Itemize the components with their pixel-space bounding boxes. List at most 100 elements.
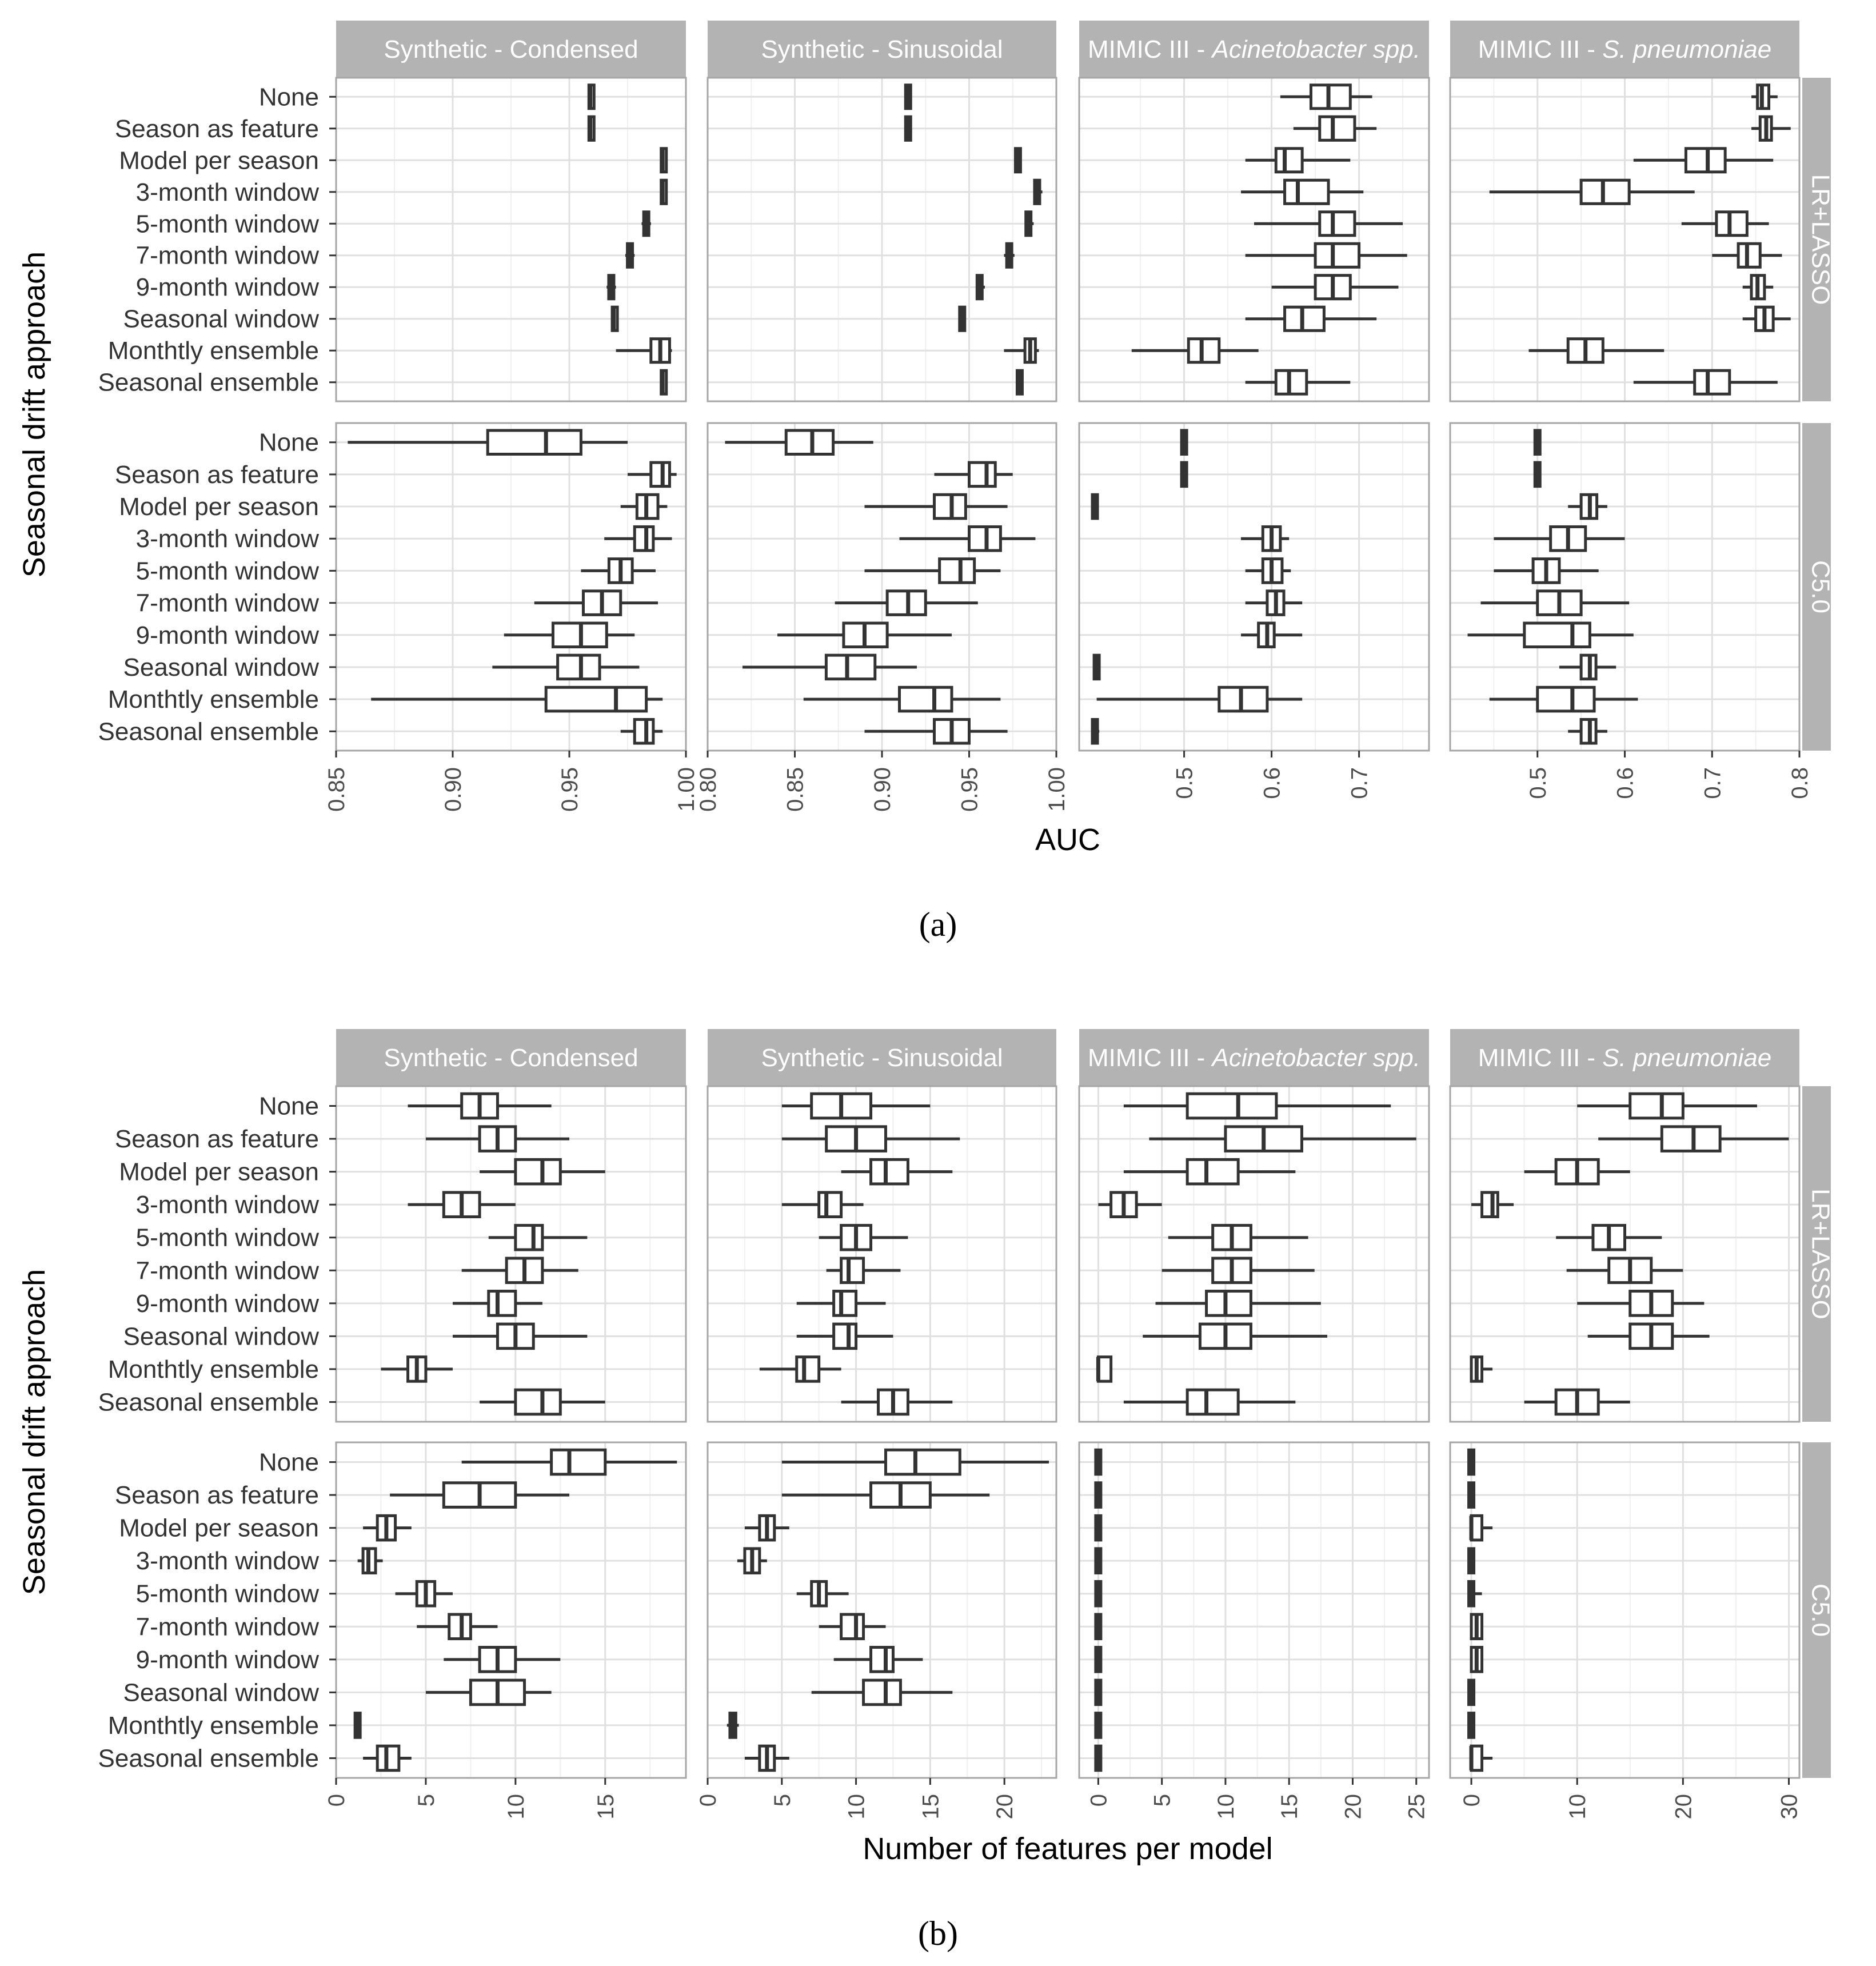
box-model-per-season (1094, 1514, 1103, 1542)
box-season-as-feature (390, 1481, 569, 1509)
box-body (869, 1646, 895, 1673)
facet-label-plain: MIMIC III - (1478, 35, 1603, 63)
x-tick-label: 1.00 (674, 767, 699, 812)
category-label: 5-month window (136, 1224, 320, 1252)
category-label: 9-month window (136, 621, 320, 649)
box-season-as-feature (628, 461, 677, 488)
box-7-month-window (1480, 589, 1630, 616)
x-tick-label: 25 (1404, 1794, 1430, 1820)
x-tick-label: 15 (1277, 1794, 1302, 1820)
x-tick-label: 10 (504, 1794, 529, 1820)
box-none (408, 1092, 552, 1120)
box-3-month-window (1033, 178, 1043, 205)
box-body (1218, 685, 1269, 713)
facet-label: Synthetic - Condensed (384, 35, 638, 63)
category-label: 7-month window (136, 589, 320, 617)
box-seasonal-window (425, 1678, 552, 1706)
category-label: 3-month window (136, 525, 320, 553)
box-none (1467, 1448, 1476, 1476)
row-strip-0 (1802, 78, 1831, 401)
box-3-month-window (357, 1547, 383, 1574)
category-label: None (259, 83, 319, 111)
chart-b: Synthetic - Condensed Synthetic - Sinusoi… (17, 1029, 1834, 1952)
box-body (832, 1290, 858, 1317)
box-season-as-feature (781, 1125, 960, 1153)
box-5-month-window (796, 1580, 849, 1608)
box-body (832, 1322, 858, 1350)
box-seasonal-ensemble (1469, 1744, 1493, 1772)
box-body (544, 685, 648, 713)
box-9-month-window (833, 1646, 923, 1673)
panel-C5.0-3 (1449, 1441, 1801, 1779)
category-label: 9-month window (136, 1646, 320, 1674)
facet-strip-3 (1450, 1029, 1799, 1086)
x-tick-label: 10 (1565, 1794, 1590, 1820)
box-body (1523, 621, 1591, 649)
box-body (1309, 83, 1352, 110)
box-seasonal-window (958, 305, 967, 332)
category-label: Monthtly ensemble (108, 1712, 319, 1740)
x-axis-title: Number of features per model (863, 1832, 1272, 1866)
x-tick-label: 0 (1459, 1794, 1484, 1807)
figure-caption: (b) (918, 1915, 958, 1952)
box-body (1737, 242, 1762, 269)
panel-LR+LASSO-0 (335, 77, 687, 402)
box-7-month-window (826, 1257, 901, 1285)
box-model-per-season (480, 1158, 605, 1186)
box-5-month-window (1024, 210, 1034, 237)
box-5-month-window (488, 1223, 588, 1251)
box-7-month-window (625, 242, 635, 269)
box-5-month-window (1245, 557, 1291, 584)
box-body (1314, 242, 1361, 269)
box-5-month-window (641, 210, 651, 237)
box-seasonal-window (1587, 1322, 1710, 1350)
category-label: 5-month window (136, 210, 320, 238)
box-monthtly-ensemble (1131, 337, 1259, 364)
box-body (487, 1290, 517, 1317)
box-9-month-window (444, 1646, 561, 1673)
box-body (486, 429, 582, 456)
box-body (1715, 210, 1749, 237)
box-body (1186, 1092, 1278, 1120)
category-label: Seasonal ensemble (98, 1744, 319, 1772)
box-9-month-window (1271, 274, 1399, 301)
box-5-month-window (864, 557, 1001, 584)
box-body (784, 429, 835, 456)
panel-border (335, 77, 687, 402)
x-tick-label: 0.5 (1172, 767, 1198, 799)
box-5-month-window (819, 1223, 908, 1251)
x-tick-label: 0.95 (557, 767, 582, 812)
category-label: Season as feature (115, 115, 319, 143)
category-label: Seasonal ensemble (98, 717, 319, 745)
facet-label: MIMIC III - Acinetobacter spp. (1088, 1044, 1420, 1072)
box-body (938, 557, 976, 584)
box-9-month-window (796, 1290, 886, 1317)
box-monthtly-ensemble (1096, 685, 1303, 713)
panel-LR+LASSO-3 (1449, 77, 1801, 402)
box-seasonal-window (1559, 653, 1616, 681)
facet-label-italic: Acinetobacter spp. (1211, 35, 1420, 63)
panel-C5.0-1 (707, 1441, 1057, 1779)
box-model-per-season (1013, 147, 1022, 174)
box-body (514, 1223, 544, 1251)
box-seasonal-window (492, 653, 640, 681)
box-seasonal-ensemble (841, 1388, 953, 1416)
y-axis-title: Seasonal drift approach (17, 1269, 51, 1595)
box-3-month-window (737, 1547, 767, 1574)
x-tick-label: 0.80 (696, 767, 721, 812)
panel-border (1449, 1441, 1801, 1779)
box-5-month-window (1681, 210, 1769, 237)
category-label: Model per season (119, 493, 319, 521)
box-9-month-window (1742, 274, 1774, 301)
box-seasonal-window (610, 305, 619, 332)
box-model-per-season (1123, 1158, 1296, 1186)
x-tick-label: 0.6 (1260, 767, 1285, 799)
box-5-month-window (1556, 1223, 1662, 1251)
box-season-as-feature (934, 461, 1013, 488)
panel-border (1078, 422, 1430, 752)
box-seasonal-window (1742, 305, 1791, 332)
box-body (1536, 685, 1596, 713)
box-9-month-window (1241, 621, 1303, 649)
category-label: 3-month window (136, 1191, 320, 1219)
box-body (1579, 178, 1631, 205)
